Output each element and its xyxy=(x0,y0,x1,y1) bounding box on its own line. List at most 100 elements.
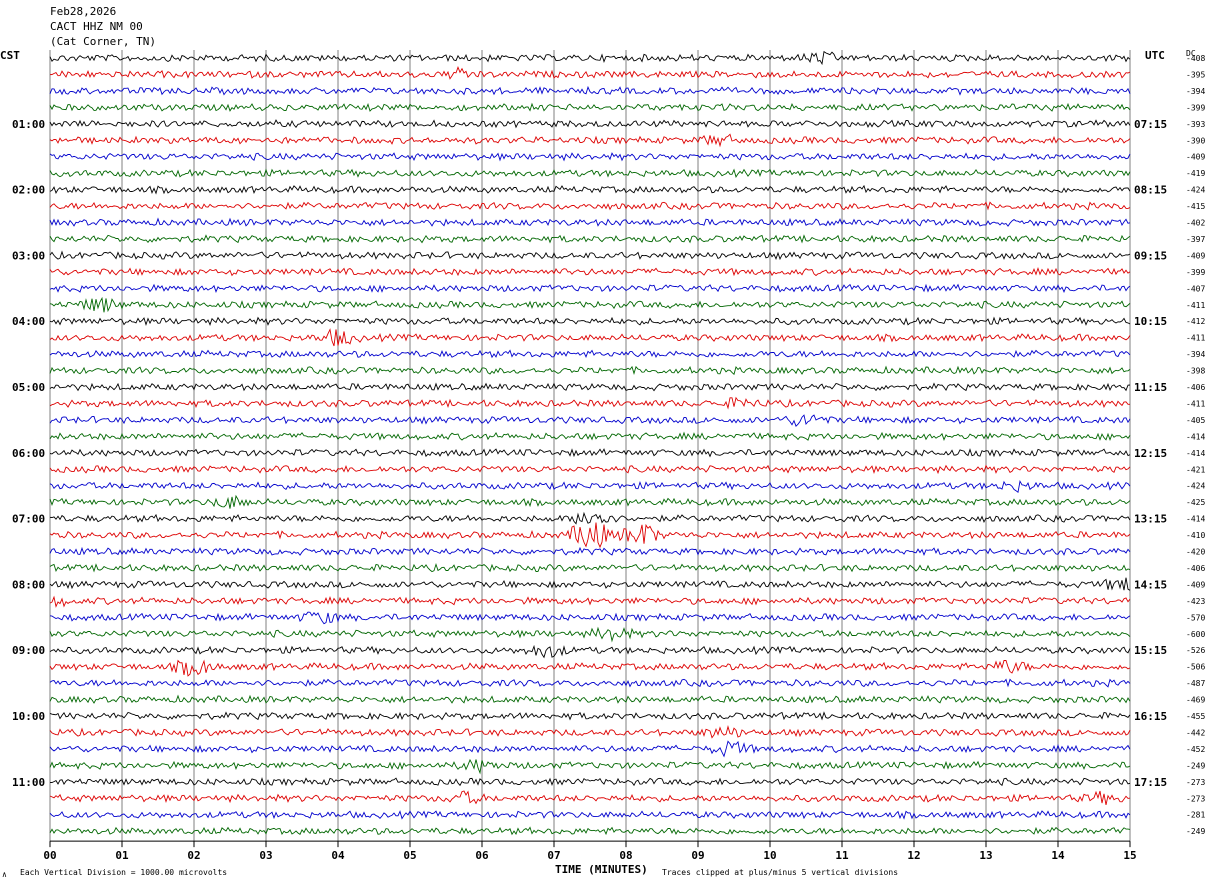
dc-offset-label: -409 xyxy=(1186,153,1205,162)
dc-offset-label: -487 xyxy=(1186,679,1205,688)
cst-time-label: 04:00 xyxy=(12,315,45,328)
x-tick-label: 08 xyxy=(619,849,632,862)
cst-time-label: 07:00 xyxy=(12,513,45,526)
dc-offset-label: -390 xyxy=(1186,136,1205,145)
cst-time-label: 11:00 xyxy=(12,776,45,789)
seismic-trace-14 xyxy=(49,266,1131,277)
cst-time-label: 09:00 xyxy=(12,644,45,657)
x-tick-label: 05 xyxy=(403,849,416,862)
dc-offset-label: -423 xyxy=(1186,597,1205,606)
x-tick-label: 14 xyxy=(1051,849,1065,862)
cst-axis-label: CST xyxy=(0,49,20,62)
dc-offset-label: -406 xyxy=(1186,383,1205,392)
utc-time-label: 11:15 xyxy=(1134,381,1167,394)
dc-offset-label: -421 xyxy=(1186,465,1205,474)
dc-offset-label: -281 xyxy=(1186,811,1205,820)
x-tick-label: 07 xyxy=(547,849,560,862)
seismic-trace-5 xyxy=(49,119,1131,129)
dc-offset-label: -249 xyxy=(1186,827,1205,836)
dc-offset-label: -526 xyxy=(1186,646,1205,655)
x-tick-label: 06 xyxy=(475,849,489,862)
utc-axis-label: UTC xyxy=(1145,49,1165,62)
x-tick-label: 03 xyxy=(259,849,272,862)
seismic-trace-2 xyxy=(49,66,1131,80)
utc-time-label: 08:15 xyxy=(1134,184,1167,197)
seismic-trace-46 xyxy=(49,790,1131,805)
x-tick-label: 12 xyxy=(907,849,920,862)
utc-time-label: 07:15 xyxy=(1134,118,1167,131)
dc-offset-label: -600 xyxy=(1186,630,1205,639)
dc-offset-label: -398 xyxy=(1186,367,1205,376)
dc-offset-label: -393 xyxy=(1186,120,1205,129)
cst-time-label: 10:00 xyxy=(12,710,45,723)
dc-offset-label: -397 xyxy=(1186,235,1205,244)
dc-offset-label: -273 xyxy=(1186,794,1205,803)
dc-offset-label: -407 xyxy=(1186,284,1205,293)
seismic-trace-1 xyxy=(49,50,1131,66)
seismic-trace-24 xyxy=(49,431,1131,442)
dc-offset-label: -570 xyxy=(1186,613,1205,622)
dc-offset-label: -410 xyxy=(1186,531,1205,540)
seismic-trace-37 xyxy=(49,644,1131,659)
x-tick-label: 00 xyxy=(43,849,56,862)
x-tick-label: 15 xyxy=(1123,849,1136,862)
cst-time-label: 08:00 xyxy=(12,578,45,591)
seismic-trace-13 xyxy=(49,250,1131,261)
seismic-trace-18 xyxy=(49,328,1131,347)
utc-time-label: 13:15 xyxy=(1134,513,1167,526)
location-label: (Cat Corner, TN) xyxy=(50,35,156,48)
seismic-trace-40 xyxy=(49,694,1131,704)
dc-offset-label: -411 xyxy=(1186,301,1205,310)
dc-offset-label: -425 xyxy=(1186,498,1205,507)
seismic-trace-6 xyxy=(49,133,1131,148)
dc-offset-label: -409 xyxy=(1186,580,1205,589)
dc-offset-label: -408 xyxy=(1186,54,1205,63)
x-tick-label: 02 xyxy=(187,849,200,862)
seismic-trace-8 xyxy=(49,168,1131,178)
seismic-trace-33 xyxy=(49,577,1131,591)
seismic-trace-15 xyxy=(49,283,1131,293)
x-tick-label: 11 xyxy=(835,849,849,862)
seismic-trace-34 xyxy=(49,595,1131,608)
dc-offset-label: -399 xyxy=(1186,103,1205,112)
seismic-trace-19 xyxy=(49,349,1131,359)
dc-offset-label: -412 xyxy=(1186,317,1205,326)
seismic-trace-9 xyxy=(49,184,1131,195)
dc-offset-label: -506 xyxy=(1186,663,1205,672)
seismic-trace-4 xyxy=(49,102,1131,112)
dc-offset-label: -452 xyxy=(1186,745,1205,754)
clipping-note: Traces clipped at plus/minus 5 vertical … xyxy=(662,868,899,877)
dc-offset-label: -411 xyxy=(1186,334,1205,343)
dc-offset-label: -402 xyxy=(1186,219,1205,228)
dc-axis-label: DC xyxy=(1186,49,1196,58)
dc-offset-label: -455 xyxy=(1186,712,1205,721)
dc-offset-label: -469 xyxy=(1186,696,1205,705)
seismic-trace-27 xyxy=(49,480,1131,493)
seismic-trace-38 xyxy=(49,659,1131,677)
seismic-trace-20 xyxy=(49,365,1131,376)
seismic-trace-12 xyxy=(49,234,1131,244)
seismic-trace-7 xyxy=(49,152,1131,162)
utc-time-label: 10:15 xyxy=(1134,315,1167,328)
cst-time-label: 01:00 xyxy=(12,118,45,131)
utc-time-label: 15:15 xyxy=(1134,644,1167,657)
dc-offset-label: -419 xyxy=(1186,169,1205,178)
dc-offset-label: -411 xyxy=(1186,399,1205,408)
date-label: Feb28,2026 xyxy=(50,5,117,18)
utc-time-label: 12:15 xyxy=(1134,447,1167,460)
seismic-trace-10 xyxy=(49,201,1131,211)
seismic-trace-16 xyxy=(49,296,1131,313)
cst-time-label: 06:00 xyxy=(12,447,45,460)
cst-time-label: 03:00 xyxy=(12,249,45,262)
dc-offset-label: -424 xyxy=(1186,482,1205,491)
seismic-trace-42 xyxy=(49,725,1131,739)
dc-offset-label: -394 xyxy=(1186,350,1205,359)
seismic-trace-44 xyxy=(49,758,1131,775)
seismic-trace-48 xyxy=(49,826,1131,836)
footer-mark: ∧ xyxy=(2,870,7,879)
dc-offset-label: -273 xyxy=(1186,778,1205,787)
utc-time-label: 09:15 xyxy=(1134,249,1167,262)
x-tick-label: 04 xyxy=(331,849,345,862)
seismic-trace-25 xyxy=(49,448,1131,458)
